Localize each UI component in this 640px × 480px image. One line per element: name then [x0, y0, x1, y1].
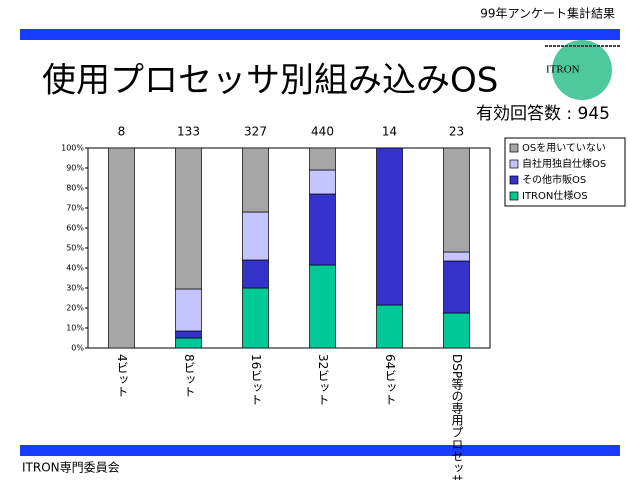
bar-segment: [376, 304, 403, 349]
total-label: 440: [311, 125, 334, 139]
bar-segment: [175, 337, 202, 349]
x-tick-label: 4ビット: [115, 354, 129, 398]
legend-label: 自社用独自仕様OS: [522, 157, 606, 170]
legend-swatch: [509, 175, 519, 185]
legend-label: OSを用いていない: [522, 142, 606, 154]
x-tick-label: DSP等の専用プロセッサ: [450, 354, 464, 480]
bar-segment: [443, 312, 470, 349]
x-tick-label: 16ビット: [249, 354, 263, 405]
legend-box: [504, 137, 626, 207]
bar-segment: [443, 251, 470, 262]
bottom-bar: [20, 445, 620, 456]
legend-swatch: [509, 143, 519, 153]
total-label: 133: [177, 125, 200, 139]
y-tick-label: 30%: [66, 284, 84, 293]
x-tick-label: 8ビット: [182, 354, 196, 398]
y-tick-label: 90%: [66, 164, 84, 173]
y-tick-label: 50%: [66, 244, 84, 253]
bar-segment: [443, 260, 470, 314]
legend-label: その他市販OS: [522, 173, 586, 186]
response-note: 有効回答数 : 945: [476, 104, 610, 124]
total-label: 23: [449, 125, 464, 139]
y-tick-label: 70%: [66, 204, 84, 213]
footer: ITRON専門委員会: [22, 461, 120, 475]
logo: ITRON: [545, 40, 620, 100]
y-tick-label: 20%: [66, 304, 84, 313]
x-tick-label: 32ビット: [316, 354, 330, 405]
bar-segment: [309, 193, 336, 266]
legend-label: ITRON仕様OS: [522, 189, 588, 202]
bar-segment: [242, 287, 269, 349]
bar-segment: [108, 147, 135, 349]
y-tick-label: 10%: [66, 324, 84, 333]
bar-segment: [376, 147, 403, 306]
total-label: 8: [118, 125, 126, 139]
top-bar: [20, 29, 620, 40]
y-tick-label: 40%: [66, 264, 84, 273]
y-tick-label: 80%: [66, 184, 84, 193]
total-label: 14: [382, 125, 397, 139]
bar-segment: [242, 147, 269, 213]
legend-swatch: [509, 191, 519, 201]
y-tick-label: 60%: [66, 224, 84, 233]
chart: 0% 10% 20% 30% 40% 50% 60% 70% 80% 90% 100% 8 4ビット 13…: [61, 125, 626, 480]
y-tick-label: 0%: [71, 344, 84, 353]
bar-segment: [309, 264, 336, 349]
logo-circle: [552, 40, 612, 100]
slide-title: 使用プロセッサ別組み込みOS: [42, 61, 498, 101]
bar-segment: [175, 147, 202, 290]
header: 99年アンケート集計結果: [480, 6, 615, 21]
x-tick-label: 64ビット: [383, 354, 397, 405]
bar-segment: [175, 330, 202, 339]
bar-segment: [309, 169, 336, 195]
plot-frame: [87, 147, 491, 349]
legend-swatch: [509, 159, 519, 169]
bar-segment: [242, 259, 269, 289]
logo-text: ITRON: [546, 64, 580, 76]
bar-segment: [242, 211, 269, 261]
bar-segment: [309, 147, 336, 171]
y-tick-label: 100%: [61, 144, 84, 153]
bar-segment: [443, 147, 470, 253]
bar-segment: [175, 288, 202, 332]
total-label: 327: [244, 125, 267, 139]
